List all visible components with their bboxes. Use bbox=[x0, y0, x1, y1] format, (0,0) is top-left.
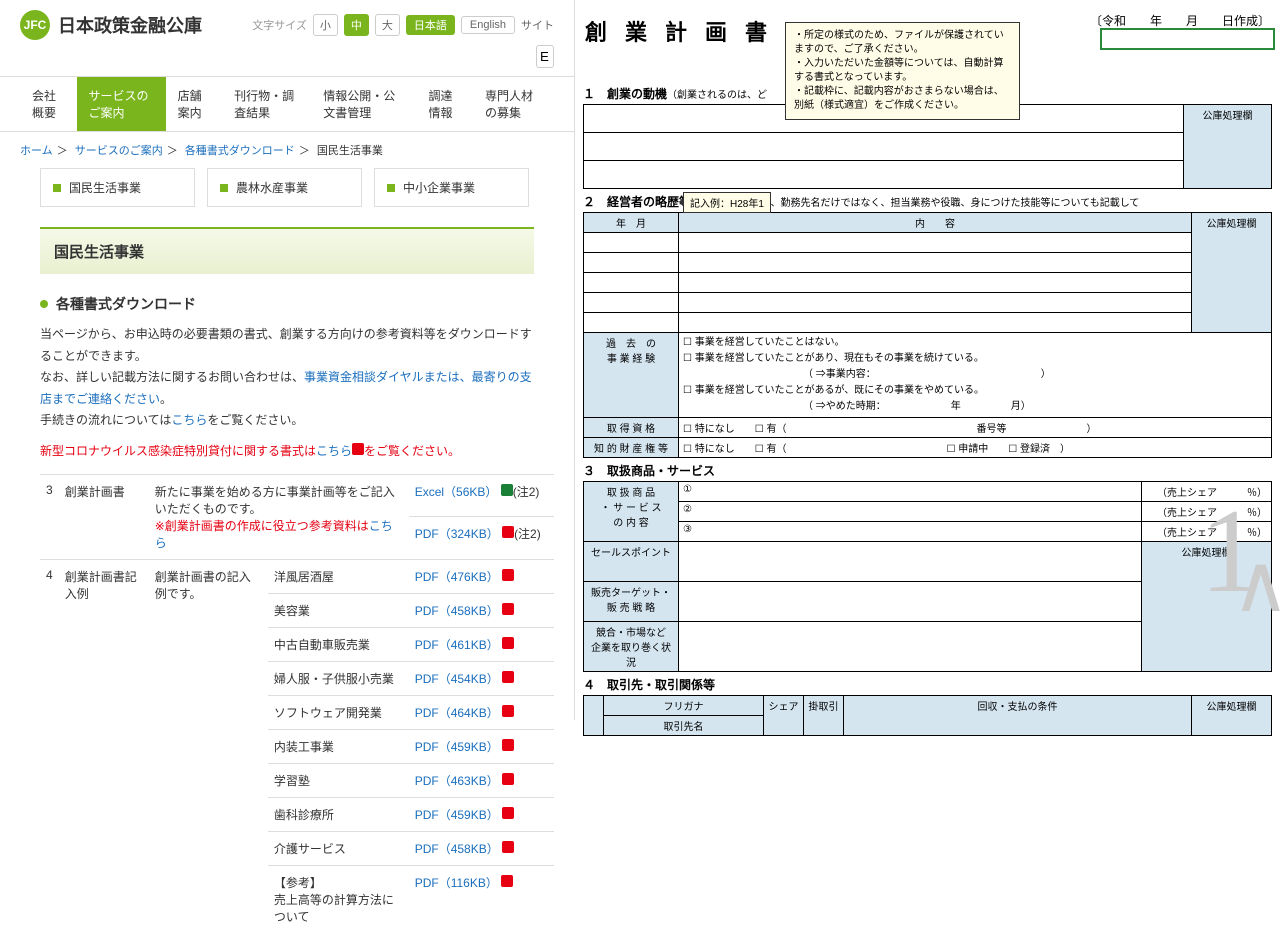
flow-link[interactable]: こちら bbox=[171, 413, 207, 427]
active-cell[interactable] bbox=[1100, 28, 1275, 50]
font-large-button[interactable]: 大 bbox=[375, 14, 400, 36]
font-med-button[interactable]: 中 bbox=[344, 14, 369, 36]
covid-link[interactable]: こちら bbox=[316, 444, 352, 458]
font-size-label: 文字サイズ bbox=[252, 17, 307, 33]
cat-kokumin[interactable]: 国民生活事業 bbox=[40, 168, 195, 207]
site-link[interactable]: サイト bbox=[521, 17, 554, 33]
logo: JFC bbox=[20, 10, 50, 40]
breadcrumb: ホーム＞ サービスのご案内＞ 各種書式ダウンロード＞ 国民生活事業 bbox=[0, 132, 574, 168]
callout: 記入例：H28年1 bbox=[683, 192, 771, 213]
bc-download[interactable]: 各種書式ダウンロード bbox=[185, 145, 295, 157]
nav-stores[interactable]: 店舗案内 bbox=[166, 77, 223, 131]
download-table: 3創業計画書新たに事業を始める方に事業計画等をご記入いただくものです。※創業計画… bbox=[40, 474, 554, 933]
nav-procurement[interactable]: 調達情報 bbox=[417, 77, 474, 131]
nav-pub[interactable]: 刊行物・調査結果 bbox=[222, 77, 311, 131]
bc-current: 国民生活事業 bbox=[317, 145, 383, 157]
bc-service[interactable]: サービスのご案内 bbox=[75, 145, 163, 157]
nav-recruit[interactable]: 専門人材の募集 bbox=[473, 77, 554, 131]
site-name: 日本政策金融公庫 bbox=[58, 12, 202, 38]
pdf-icon bbox=[352, 443, 364, 455]
font-small-button[interactable]: 小 bbox=[313, 14, 338, 36]
search-input[interactable] bbox=[536, 45, 554, 68]
lang-ja-button[interactable]: 日本語 bbox=[406, 15, 455, 35]
cat-nourin[interactable]: 農林水産事業 bbox=[207, 168, 362, 207]
cat-chusho[interactable]: 中小企業事業 bbox=[374, 168, 529, 207]
nav-disclosure[interactable]: 情報公開・公文書管理 bbox=[311, 77, 416, 131]
nav-company[interactable]: 会社概要 bbox=[20, 77, 77, 131]
page-title: 国民生活事業 bbox=[40, 227, 534, 274]
lang-en-button[interactable]: English bbox=[461, 16, 515, 34]
intro-1: 当ページから、お申込時の必要書類の書式、創業する方向けの参考資料等をダウンロード… bbox=[40, 324, 534, 367]
section-title: 各種書式ダウンロード bbox=[56, 294, 196, 314]
bc-home[interactable]: ホーム bbox=[20, 145, 53, 157]
nav-service[interactable]: サービスのご案内 bbox=[77, 77, 166, 131]
tooltip: ・所定の様式のため、ファイルが保護されていますので、ご了承ください。 ・入力いた… bbox=[785, 22, 1020, 120]
form-date: 〔令和 年 月 日作成〕 bbox=[1090, 12, 1270, 29]
form-title: 創業計画書 bbox=[575, 0, 795, 55]
